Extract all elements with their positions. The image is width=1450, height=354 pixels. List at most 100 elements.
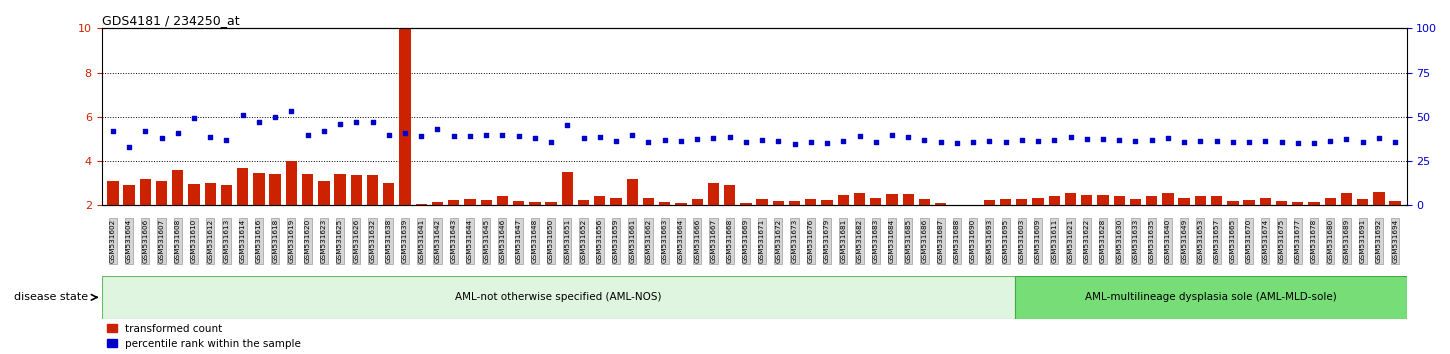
Bar bbox=[805, 199, 816, 205]
Point bbox=[670, 138, 693, 144]
Point bbox=[117, 144, 141, 150]
Bar bbox=[1195, 196, 1206, 205]
Text: GSM531664: GSM531664 bbox=[679, 218, 684, 263]
Text: GSM531644: GSM531644 bbox=[467, 218, 473, 263]
Point bbox=[345, 119, 368, 125]
Text: GSM531607: GSM531607 bbox=[158, 218, 164, 263]
Bar bbox=[157, 181, 167, 205]
Text: GSM531666: GSM531666 bbox=[695, 218, 700, 263]
Text: GSM531604: GSM531604 bbox=[126, 218, 132, 263]
Bar bbox=[692, 199, 703, 205]
Point bbox=[589, 135, 612, 140]
Point bbox=[264, 114, 287, 120]
Bar bbox=[740, 203, 751, 205]
Point bbox=[1011, 137, 1034, 143]
Text: GSM531661: GSM531661 bbox=[629, 218, 635, 263]
Text: GSM531646: GSM531646 bbox=[499, 218, 506, 263]
Point bbox=[767, 138, 790, 144]
Point bbox=[1156, 135, 1179, 141]
Text: GSM531685: GSM531685 bbox=[905, 218, 911, 263]
Text: GSM531619: GSM531619 bbox=[289, 218, 294, 263]
Point bbox=[1254, 138, 1277, 144]
Bar bbox=[1130, 199, 1141, 205]
Point bbox=[490, 133, 513, 138]
Text: GSM531676: GSM531676 bbox=[808, 218, 813, 263]
Bar bbox=[1000, 199, 1011, 205]
Bar bbox=[139, 179, 151, 205]
Point bbox=[1383, 140, 1406, 145]
Text: GSM531689: GSM531689 bbox=[1344, 218, 1350, 263]
Bar bbox=[919, 199, 929, 205]
Bar bbox=[1324, 198, 1335, 205]
Point bbox=[961, 140, 985, 145]
Point bbox=[1189, 138, 1212, 144]
Bar bbox=[1048, 196, 1060, 205]
Text: GSM531643: GSM531643 bbox=[451, 218, 457, 263]
Point bbox=[377, 132, 400, 137]
Point bbox=[848, 133, 871, 139]
Bar bbox=[1098, 195, 1109, 205]
Text: GSM531662: GSM531662 bbox=[645, 218, 651, 263]
Text: GSM531648: GSM531648 bbox=[532, 218, 538, 263]
Bar bbox=[626, 179, 638, 205]
Point bbox=[555, 122, 579, 128]
Point bbox=[880, 132, 903, 137]
Text: GSM531614: GSM531614 bbox=[239, 218, 245, 263]
Text: GSM531652: GSM531652 bbox=[580, 218, 587, 263]
Text: GSM531649: GSM531649 bbox=[1182, 218, 1188, 263]
Text: GSM531612: GSM531612 bbox=[207, 218, 213, 263]
Point bbox=[1318, 138, 1341, 144]
Text: GDS4181 / 234250_at: GDS4181 / 234250_at bbox=[102, 14, 239, 27]
Bar bbox=[464, 199, 476, 205]
Text: GSM531640: GSM531640 bbox=[1164, 218, 1172, 263]
Bar bbox=[270, 175, 281, 205]
Bar bbox=[480, 200, 492, 205]
Point bbox=[1351, 139, 1375, 144]
Point bbox=[507, 133, 531, 139]
Point bbox=[1221, 140, 1244, 145]
Point bbox=[296, 132, 319, 137]
Point bbox=[1286, 141, 1309, 146]
Bar bbox=[1243, 200, 1254, 205]
Bar bbox=[1276, 201, 1288, 205]
Text: GSM531680: GSM531680 bbox=[1327, 218, 1333, 263]
Point bbox=[329, 121, 352, 127]
Point bbox=[995, 139, 1018, 144]
Point bbox=[1237, 139, 1260, 144]
Text: GSM531694: GSM531694 bbox=[1392, 218, 1398, 263]
Bar bbox=[708, 183, 719, 205]
Text: AML-multilineage dysplasia sole (AML-MLD-sole): AML-multilineage dysplasia sole (AML-MLD… bbox=[1085, 292, 1337, 302]
Text: GSM531671: GSM531671 bbox=[760, 218, 766, 263]
Text: GSM531622: GSM531622 bbox=[1083, 218, 1090, 263]
Text: GSM531608: GSM531608 bbox=[175, 218, 181, 263]
Text: GSM531645: GSM531645 bbox=[483, 218, 489, 263]
Bar bbox=[1308, 202, 1320, 205]
Bar bbox=[870, 198, 882, 205]
Text: GSM531679: GSM531679 bbox=[824, 218, 829, 263]
Point bbox=[523, 135, 547, 141]
Point bbox=[734, 139, 757, 144]
Text: GSM531665: GSM531665 bbox=[1230, 218, 1235, 263]
Point bbox=[199, 135, 222, 140]
Text: GSM531623: GSM531623 bbox=[320, 218, 326, 263]
Bar bbox=[594, 196, 606, 205]
Text: disease state: disease state bbox=[14, 292, 88, 302]
Text: GSM531670: GSM531670 bbox=[1246, 218, 1251, 263]
Bar bbox=[318, 181, 329, 205]
Point bbox=[1367, 135, 1391, 141]
Text: GSM531687: GSM531687 bbox=[938, 218, 944, 263]
Point bbox=[1270, 140, 1293, 145]
Bar bbox=[1064, 193, 1076, 205]
Bar bbox=[757, 199, 768, 205]
Bar bbox=[335, 175, 345, 205]
Bar bbox=[886, 194, 898, 205]
Bar bbox=[432, 202, 444, 205]
Bar bbox=[1260, 198, 1272, 205]
Text: GSM531683: GSM531683 bbox=[873, 218, 879, 263]
Point bbox=[426, 126, 450, 132]
Point bbox=[977, 138, 1000, 144]
Point bbox=[914, 137, 937, 143]
Bar bbox=[102, 276, 1015, 319]
Point bbox=[248, 119, 271, 125]
Text: GSM531673: GSM531673 bbox=[792, 218, 798, 263]
